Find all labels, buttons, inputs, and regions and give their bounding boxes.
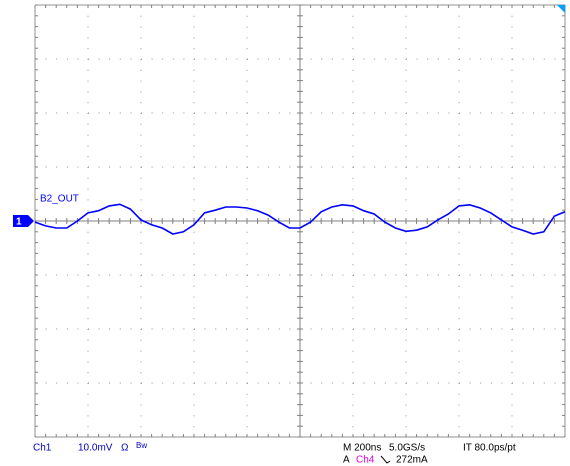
trigger-source: Ch4 xyxy=(356,455,375,466)
record-length: IT 80.0ps/pt xyxy=(463,443,516,454)
coupling: Ω xyxy=(121,443,129,454)
channel-marker-bg xyxy=(13,215,28,227)
trigger-mode: A xyxy=(343,455,350,466)
trigger-level: 272mA xyxy=(396,455,428,466)
vertical-scale: 10.0mV xyxy=(78,443,113,454)
bandwidth: Bw xyxy=(136,441,147,450)
channel-marker-arrow xyxy=(28,215,34,227)
timebase: M 200ns xyxy=(343,443,381,454)
channel-marker: 1 xyxy=(16,217,22,228)
trigger-marker xyxy=(557,5,565,13)
sample-rate: 5.0GS/s xyxy=(389,443,425,454)
waveform xyxy=(34,203,566,235)
channel-label: Ch1 xyxy=(33,443,52,454)
series-label: B2_OUT xyxy=(40,194,79,205)
trigger-slope xyxy=(380,455,391,464)
